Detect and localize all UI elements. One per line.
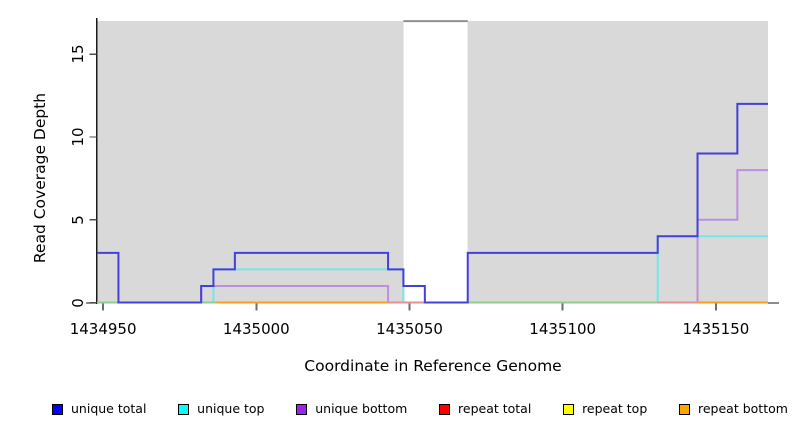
legend-label: repeat bottom — [698, 400, 788, 416]
legend-item-repeat-bottom: repeat bottom — [679, 400, 788, 416]
legend-item-repeat-top: repeat top — [563, 400, 648, 416]
legend-label: unique top — [197, 400, 265, 416]
x-tick-label: 1435050 — [376, 320, 443, 338]
legend-item-repeat-total: repeat total — [439, 400, 532, 416]
legend: unique total unique top unique bottom repea… — [52, 397, 788, 421]
legend-label: repeat top — [582, 400, 648, 416]
legend-item-unique-bottom: unique bottom — [296, 400, 408, 416]
y-tick-label: 15 — [69, 44, 87, 64]
legend-swatch-icon — [296, 403, 308, 415]
x-tick-label: 1435100 — [529, 320, 597, 338]
legend-item-unique-top: unique top — [178, 400, 265, 416]
y-tick-label: 0 — [69, 297, 87, 308]
legend-swatch-icon — [52, 403, 63, 415]
legend-label: unique bottom — [315, 400, 408, 416]
legend-label: repeat total — [458, 400, 532, 416]
x-axis-label: Coordinate in Reference Genome — [304, 357, 562, 375]
legend-swatch-icon — [679, 403, 690, 415]
shaded-region — [97, 21, 404, 304]
y-tick-label: 10 — [69, 127, 87, 147]
x-tick-label: 1435000 — [222, 320, 290, 338]
shaded-region — [467, 21, 768, 304]
legend-swatch-icon — [439, 403, 451, 415]
legend-item-unique-total: unique total — [52, 400, 147, 416]
series-unique-total — [97, 102, 768, 304]
y-axis-label: Read Coverage Depth — [31, 92, 49, 264]
x-tick-label: 1435150 — [682, 320, 750, 338]
x-tick-label: 1434950 — [69, 320, 137, 338]
legend-swatch-icon — [178, 403, 190, 415]
y-tick-label: 5 — [69, 214, 87, 225]
legend-swatch-icon — [563, 403, 575, 415]
legend-label: unique total — [71, 400, 147, 416]
